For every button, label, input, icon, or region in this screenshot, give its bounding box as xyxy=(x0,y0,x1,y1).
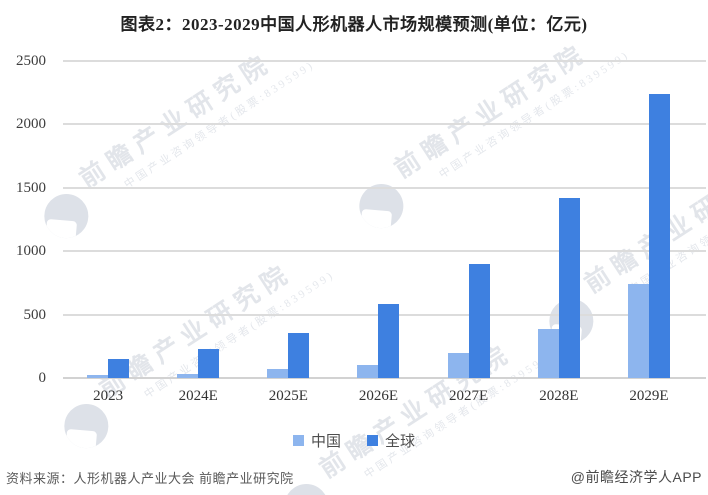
bar-全球-2028E xyxy=(558,197,580,378)
legend-item-中国: 中国 xyxy=(292,430,341,451)
x-tick-label-2023: 2023 xyxy=(93,388,124,404)
y-tick-label-500: 500 xyxy=(23,306,47,323)
gridline-1000 xyxy=(63,250,706,253)
footer: 资料来源：人形机器人产业大会 前瞻产业研究院 @前瞻经济学人APP xyxy=(0,467,708,487)
bar-group-2024E xyxy=(153,61,243,378)
credit-note: @前瞻经济学人APP xyxy=(570,469,702,485)
y-tick-label-2500: 2500 xyxy=(16,53,46,69)
x-tick-label-2028E: 2028E xyxy=(539,388,579,404)
legend-item-全球: 全球 xyxy=(367,430,415,451)
gridline-2500 xyxy=(63,60,706,62)
bar-全球-2025E xyxy=(288,333,310,378)
source-note: 资料来源：人形机器人产业大会 前瞻产业研究院 xyxy=(6,471,294,486)
bar-全球-2023 xyxy=(108,359,130,378)
gridline-0 xyxy=(63,377,706,379)
y-tick-label-1500: 1500 xyxy=(16,179,46,196)
bar-中国-2027E xyxy=(447,353,469,378)
bar-全球-2024E xyxy=(198,349,220,378)
bar-中国-2028E xyxy=(537,329,559,378)
bar-group-2026E xyxy=(333,61,423,378)
bar-全球-2029E xyxy=(648,93,670,378)
x-tick-label-2025E: 2025E xyxy=(268,388,308,404)
bar-group-2027E xyxy=(424,61,514,378)
x-tick-label-2027E: 2027E xyxy=(449,388,489,404)
x-tick-label-2024E: 2024E xyxy=(178,388,218,404)
bar-中国-2029E xyxy=(627,283,649,378)
y-axis: 0 500 1000 1500 2000 2500 xyxy=(0,53,52,386)
y-tick-label-0: 0 xyxy=(38,370,47,386)
x-axis: 2023 2024E 2025E 2026E 2027E 2028E 2029E xyxy=(63,388,694,405)
bar-中国-2023 xyxy=(87,375,109,378)
legend-swatch-中国 xyxy=(292,435,304,446)
gridline-2000 xyxy=(63,123,706,126)
bar-group-2023 xyxy=(63,61,153,378)
bar-全球-2027E xyxy=(468,263,490,378)
legend-label-中国: 中国 xyxy=(310,434,341,450)
bar-group-2028E xyxy=(514,61,604,378)
y-tick-label-2000: 2000 xyxy=(16,116,46,133)
legend-label-全球: 全球 xyxy=(385,434,416,450)
bar-全球-2026E xyxy=(378,303,400,378)
y-tick-label-1000: 1000 xyxy=(16,243,46,260)
chart-title: 图表2：2023-2029中国人形机器人市场规模预测(单位：亿元) xyxy=(120,15,588,34)
bar-series-container xyxy=(63,61,694,378)
bar-中国-2024E xyxy=(177,374,199,378)
legend-swatch-全球 xyxy=(367,435,378,446)
bar-中国-2025E xyxy=(267,368,289,378)
x-tick-label-2029E: 2029E xyxy=(629,388,669,404)
bar-group-2025E xyxy=(243,61,333,378)
bar-group-2029E xyxy=(604,61,694,378)
legend: 中国 全球 xyxy=(0,430,708,451)
x-tick-label-2026E: 2026E xyxy=(358,388,399,404)
bar-中国-2026E xyxy=(357,364,379,378)
